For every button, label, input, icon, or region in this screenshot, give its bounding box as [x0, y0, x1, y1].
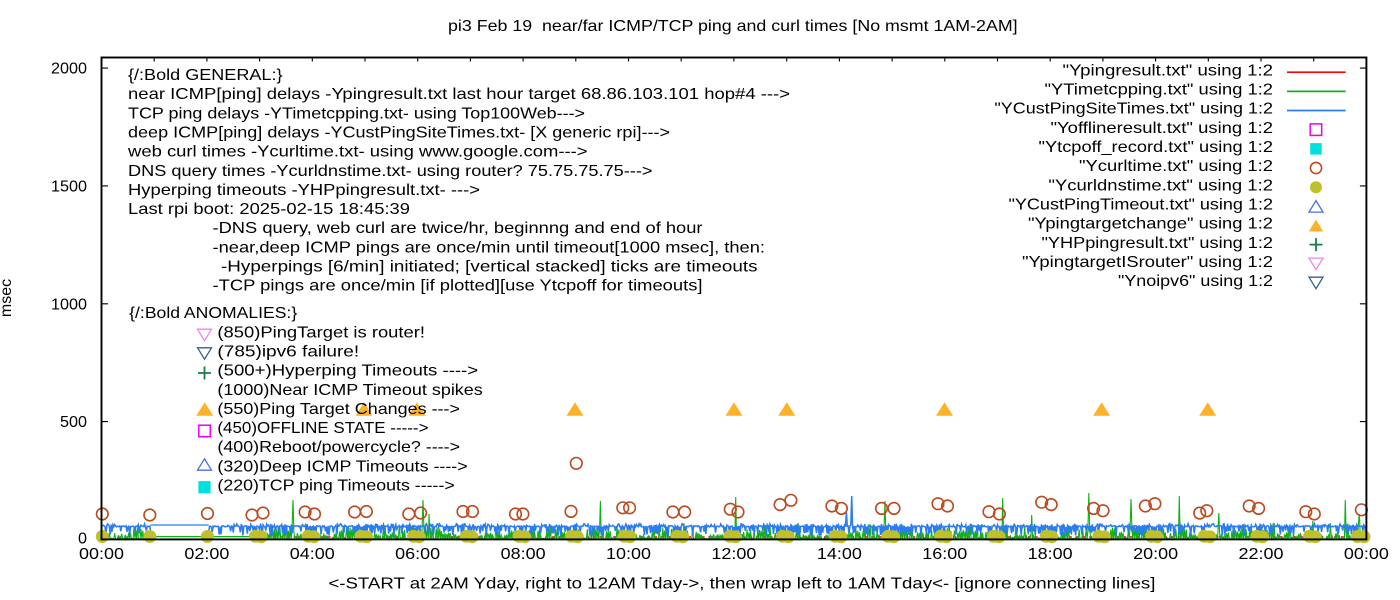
svg-text:"Ypingresult.txt" using 1:2: "Ypingresult.txt" using 1:2	[1063, 62, 1274, 79]
svg-text:-Hyperpings [6/min] initiated;: -Hyperpings [6/min] initiated; [vertical…	[221, 259, 758, 276]
svg-text:16:00: 16:00	[922, 546, 967, 563]
svg-text:14:00: 14:00	[817, 546, 862, 563]
svg-text:"Ycurldnstime.txt" using 1:2: "Ycurldnstime.txt" using 1:2	[1048, 177, 1273, 194]
svg-text:500: 500	[60, 414, 87, 431]
svg-text:"YTimetcpping.txt" using 1:2: "YTimetcpping.txt" using 1:2	[1045, 82, 1274, 99]
svg-text:(500+)Hyperping Timeouts ---->: (500+)Hyperping Timeouts ---->	[217, 363, 478, 380]
svg-text:"YpingtargetISrouter" using 1:: "YpingtargetISrouter" using 1:2	[1022, 254, 1273, 271]
svg-text:00:00: 00:00	[1344, 546, 1389, 563]
svg-text:(785)ipv6 failure!: (785)ipv6 failure!	[217, 344, 359, 361]
svg-text:<-START at 2AM Yday, right to: <-START at 2AM Yday, right to 12AM Tday-…	[328, 576, 1155, 593]
svg-text:20:00: 20:00	[1133, 546, 1178, 563]
svg-text:2000: 2000	[51, 61, 87, 78]
svg-text:{/:Bold ANOMALIES:}: {/:Bold ANOMALIES:}	[129, 305, 298, 322]
svg-text:{/:Bold GENERAL:}: {/:Bold GENERAL:}	[128, 67, 283, 84]
svg-text:Hyperping timeouts -YHPpingres: Hyperping timeouts -YHPpingresult.txt- -…	[128, 182, 480, 199]
svg-text:(400)Reboot/powercycle? ---->: (400)Reboot/powercycle? ---->	[217, 439, 460, 456]
svg-text:(550)Ping Target Changes --->: (550)Ping Target Changes --->	[217, 401, 460, 418]
svg-text:04:00: 04:00	[290, 546, 335, 563]
svg-text:02:00: 02:00	[184, 546, 229, 563]
svg-text:(1000)Near ICMP Timeout spikes: (1000)Near ICMP Timeout spikes	[217, 382, 482, 399]
svg-text:"Ynoipv6" using 1:2: "Ynoipv6" using 1:2	[1118, 273, 1273, 290]
svg-text:10:00: 10:00	[606, 546, 651, 563]
svg-text:-DNS query, web curl are twice: -DNS query, web curl are twice/hr, begin…	[213, 220, 704, 237]
svg-text:18:00: 18:00	[1028, 546, 1073, 563]
svg-text:-near,deep ICMP pings are once: -near,deep ICMP pings are once/min until…	[213, 239, 766, 256]
svg-text:(220)TCP ping Timeouts ----->: (220)TCP ping Timeouts ----->	[217, 478, 454, 495]
svg-text:(850)PingTarget is router!: (850)PingTarget is router!	[217, 324, 425, 341]
svg-text:"Ycurltime.txt" using 1:2: "Ycurltime.txt" using 1:2	[1079, 158, 1273, 175]
svg-text:"Yofflineresult.txt" using 1:2: "Yofflineresult.txt" using 1:2	[1051, 120, 1274, 137]
svg-text:deep ICMP[ping] delays -YCustP: deep ICMP[ping] delays -YCustPingSiteTim…	[128, 125, 670, 142]
svg-text:pi3 Feb 19 near/far ICMP/TCP: pi3 Feb 19 near/far ICMP/TCP ping and cu…	[448, 18, 1018, 35]
svg-text:0: 0	[78, 530, 87, 547]
svg-text:-TCP pings are once/min [if pl: -TCP pings are once/min [if plotted][use…	[213, 278, 703, 295]
svg-text:1000: 1000	[51, 296, 87, 313]
svg-text:Last rpi boot: 2025-02-15 18:4: Last rpi boot: 2025-02-15 18:45:39	[128, 201, 410, 218]
svg-text:near ICMP[ping] delays -Ypingr: near ICMP[ping] delays -Ypingresult.txt …	[128, 86, 790, 103]
svg-text:"Ypingtargetchange" using 1:2: "Ypingtargetchange" using 1:2	[1028, 216, 1273, 233]
svg-text:22:00: 22:00	[1239, 546, 1284, 563]
svg-text:"YCustPingSiteTimes.txt" using: "YCustPingSiteTimes.txt" using 1:2	[994, 101, 1273, 118]
svg-text:"YHPpingresult.txt" using 1:2: "YHPpingresult.txt" using 1:2	[1042, 235, 1274, 252]
svg-text:msec: msec	[0, 279, 15, 317]
svg-text:06:00: 06:00	[395, 546, 440, 563]
svg-text:DNS query times -Ycurldnstime.: DNS query times -Ycurldnstime.txt- using…	[128, 163, 653, 180]
svg-text:(320)Deep ICMP Timeouts ---->: (320)Deep ICMP Timeouts ---->	[217, 458, 467, 475]
svg-text:web curl times -Ycurltime.txt-: web curl times -Ycurltime.txt- using www…	[127, 144, 588, 161]
svg-text:00:00: 00:00	[79, 546, 124, 563]
svg-text:12:00: 12:00	[711, 546, 756, 563]
svg-text:"YCustPingTimeout.txt" using 1: "YCustPingTimeout.txt" using 1:2	[1009, 197, 1274, 214]
svg-text:1500: 1500	[51, 179, 87, 196]
svg-text:"Ytcpoff_record.txt" using 1:2: "Ytcpoff_record.txt" using 1:2	[1039, 139, 1274, 156]
svg-text:TCP ping delays -YTimetcpping.: TCP ping delays -YTimetcpping.txt- using…	[128, 105, 585, 122]
svg-text:08:00: 08:00	[501, 546, 546, 563]
svg-text:(450)OFFLINE STATE ----->: (450)OFFLINE STATE ----->	[217, 420, 428, 437]
